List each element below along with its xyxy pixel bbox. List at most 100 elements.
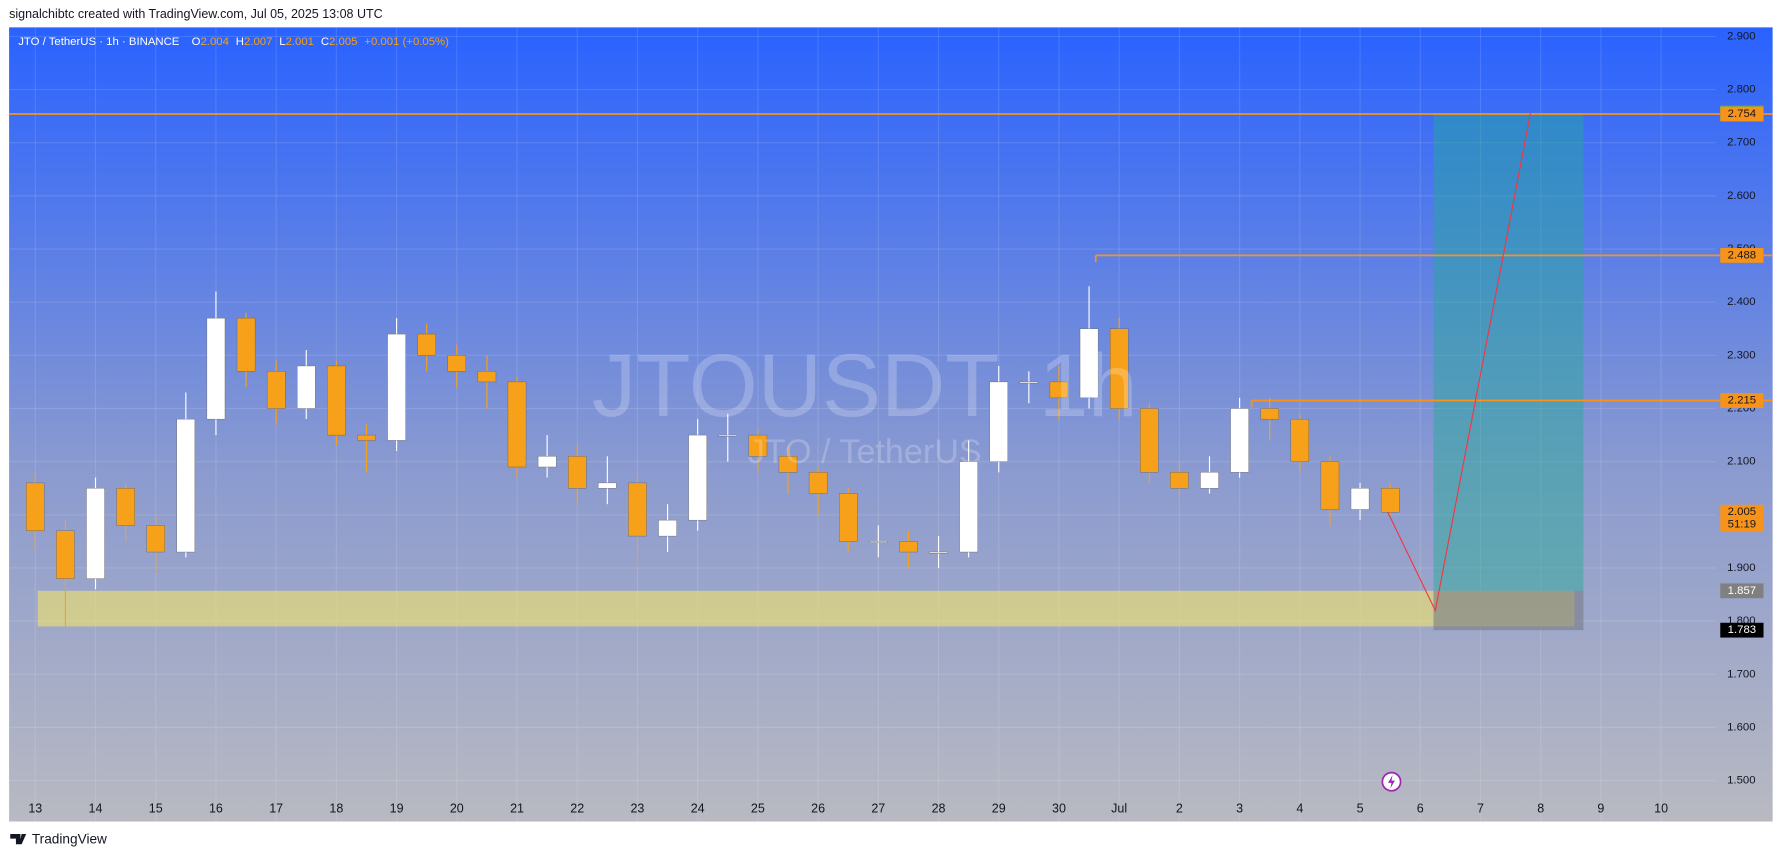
candle-body — [808, 472, 828, 494]
x-tick-label: 5 — [1357, 801, 1364, 815]
x-tick-label: 22 — [570, 801, 584, 815]
candle-body — [1320, 461, 1340, 510]
price-label: 1.857 — [1728, 585, 1756, 597]
candle-body — [266, 371, 286, 409]
footer-brand: TradingView — [32, 831, 107, 846]
x-tick-label: 10 — [1654, 801, 1668, 815]
position-stop — [1433, 590, 1584, 631]
alert-icon[interactable] — [1381, 771, 1402, 792]
ohlc-value: 2.007 — [244, 36, 272, 48]
candle-body — [1079, 328, 1099, 399]
tradingview-logo — [10, 834, 27, 845]
support-zone — [37, 590, 1575, 627]
candle-body — [236, 317, 256, 372]
x-tick-label: 13 — [28, 801, 42, 815]
price-label: 2.754 — [1728, 108, 1756, 120]
candle-body — [869, 541, 888, 543]
candle-body — [1260, 408, 1279, 420]
candle-body — [718, 434, 737, 437]
price-label: 2.215 — [1728, 395, 1756, 407]
x-tick-label: 19 — [390, 801, 404, 815]
y-tick-label: 2.600 — [1727, 190, 1755, 202]
candle-body — [116, 488, 135, 526]
x-tick-label: 16 — [209, 801, 223, 815]
x-tick-label: 20 — [450, 801, 464, 815]
y-tick-label: 2.900 — [1727, 30, 1755, 42]
candle-body — [568, 456, 587, 489]
candle-body — [1109, 328, 1129, 409]
x-tick-label: 25 — [751, 801, 765, 815]
price-label-box — [1720, 583, 1764, 599]
candle-body — [327, 365, 346, 436]
x-tick-label: 29 — [992, 801, 1006, 815]
candle-body — [146, 525, 165, 553]
x-tick-label: 28 — [932, 801, 946, 815]
price-label: 2.488 — [1728, 249, 1756, 261]
x-tick-label: 30 — [1052, 801, 1066, 815]
candle-body — [1140, 408, 1159, 473]
x-tick-label: 6 — [1417, 801, 1424, 815]
grid: 1.5001.6001.7001.8001.9002.0002.1002.200… — [9, 27, 1756, 822]
x-tick-label: 27 — [871, 801, 885, 815]
price-label: 2.005 — [1728, 506, 1756, 518]
price-label: 1.783 — [1728, 624, 1756, 636]
candle-body — [989, 381, 1008, 462]
header: signalchibtc created with TradingView.co… — [9, 7, 383, 21]
ohlc-value: 2.005 — [329, 36, 357, 48]
candle-body — [56, 530, 75, 579]
candle-body — [206, 317, 226, 420]
x-tick-label: 14 — [89, 801, 103, 815]
candle-body — [899, 541, 918, 553]
candle-body — [1170, 472, 1189, 489]
candle-body — [1049, 381, 1069, 399]
ohlc-key: O — [192, 36, 201, 48]
x-tick-label: 4 — [1296, 801, 1303, 815]
candle-body — [1230, 408, 1249, 473]
price-label-box — [1720, 504, 1764, 533]
candle-body — [26, 482, 45, 531]
x-tick-label: Jul — [1111, 801, 1127, 815]
y-tick-label: 2.300 — [1727, 349, 1755, 361]
x-tick-label: 26 — [811, 801, 825, 815]
ohlc-key: H — [236, 36, 244, 48]
watermark: JTOUSDT, 1h — [592, 336, 1138, 435]
candle-body — [959, 461, 978, 553]
y-tick-label: 2.700 — [1727, 137, 1755, 149]
candle-body — [357, 434, 376, 441]
price-label-box — [1720, 248, 1764, 263]
y-tick-label: 1.500 — [1727, 775, 1755, 787]
candle-body — [929, 551, 948, 554]
position-target — [1433, 112, 1584, 591]
candle-body — [176, 418, 196, 553]
symbol-legend: JTO / TetherUS · 1h · BINANCE O2.004 H2.0… — [18, 36, 449, 48]
candle-body — [447, 355, 467, 372]
drawings — [9, 112, 1773, 631]
ohlc-key: L — [279, 36, 285, 48]
x-tick-label: 7 — [1477, 801, 1484, 815]
candle-body — [1290, 418, 1310, 462]
candle-body — [477, 371, 497, 383]
candle-body — [778, 456, 798, 473]
candle-body — [748, 434, 768, 457]
candle-body — [387, 333, 406, 441]
candle-body — [839, 493, 858, 542]
candle-body — [658, 519, 677, 537]
candle-body — [1380, 488, 1400, 513]
candle-body — [1200, 472, 1219, 489]
candle-body — [628, 482, 647, 537]
ohlc-key: C — [321, 36, 329, 48]
ohlc-value: 2.004 — [200, 36, 228, 48]
projection-path — [1387, 112, 1532, 613]
ohlc-value: 2.001 — [286, 36, 314, 48]
price-label-box — [1720, 106, 1764, 122]
y-tick-label: 2.400 — [1727, 296, 1755, 308]
plot-background — [9, 27, 1773, 822]
candle-body — [1350, 488, 1370, 510]
candle-body — [86, 488, 105, 579]
candle-body — [297, 365, 316, 409]
candle-body — [688, 434, 707, 521]
candles — [26, 286, 1400, 627]
